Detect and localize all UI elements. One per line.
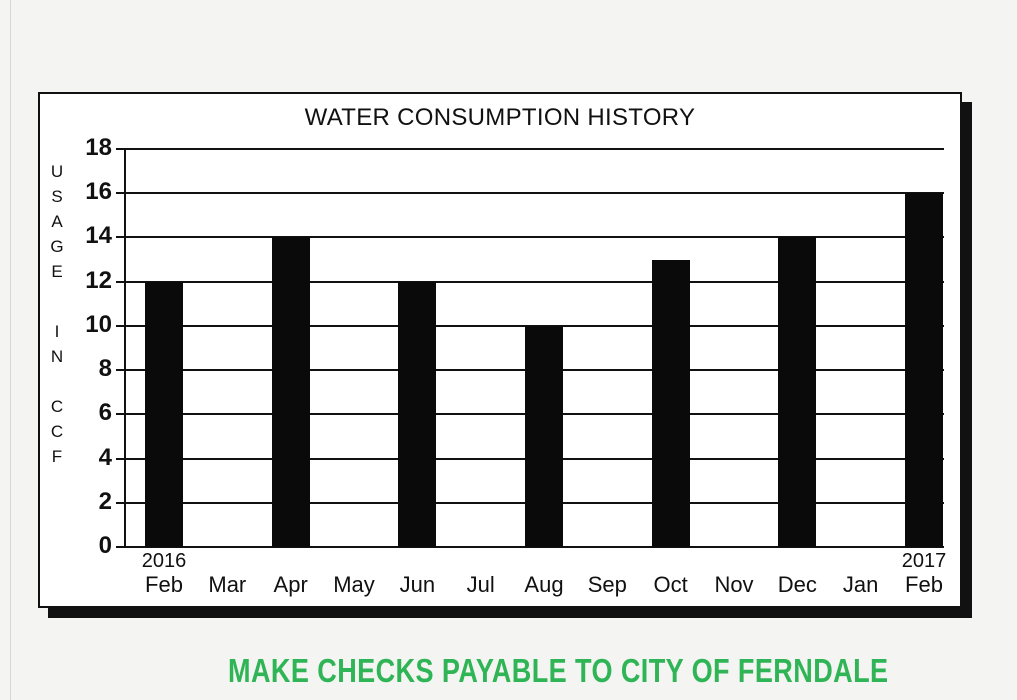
x-tick-label: Feb [905,572,943,597]
y-tick-label: 0 [98,532,112,559]
bar-aug-6 [525,325,563,547]
y-tick-label: 6 [98,399,112,427]
bar-feb-0 [145,281,183,547]
payment-note: MAKE CHECKS PAYABLE TO CITY OF FERNDALE [228,652,889,689]
y-axis-title-letter: N [50,347,64,366]
x-tick-label: Jun [399,572,436,597]
year-label: 2017 [901,550,947,572]
bar-jun-4 [398,281,437,547]
y-tick-label: 8 [98,355,112,383]
y-tick-label: 18 [85,134,112,161]
bar-oct-8 [651,259,690,547]
y-axis-line [124,149,126,547]
page-edge [10,0,11,700]
x-tick-label: Jan [842,572,879,597]
gridline [116,236,944,239]
x-tick-label: Feb [145,572,183,597]
y-axis-title-letter: U [50,162,64,181]
y-axis-title-letter: F [51,447,63,466]
y-axis-title-letter: I [54,322,60,341]
gridline [116,148,944,150]
x-axis-labels: Feb Mar Apr May Jun Jul Aug Sep Oct Nov Dec Jan Feb 2… [124,550,947,602]
x-tick-label: Oct [653,572,688,597]
x-tick-label: Mar [208,572,247,597]
x-tick-label: Jul [466,572,495,597]
year-label: 2016 [141,550,187,572]
y-axis-title-letter: A [51,212,63,231]
plot-area: 0 2 4 6 8 10 12 14 16 18 [85,134,944,559]
x-tick-label: Aug [524,572,564,597]
y-tick-label: 14 [85,222,112,250]
x-tick-label: Dec [777,572,817,597]
gridline [116,546,944,548]
gridline [116,192,944,195]
x-tick-label: Nov [714,572,754,597]
gridline [116,280,944,283]
chart-title: WATER CONSUMPTION HISTORY [304,104,696,131]
y-tick-label: 10 [85,310,112,338]
y-axis-title-letter: C [50,397,64,416]
bar-feb-12 [905,193,943,547]
bar-apr-2 [271,237,310,547]
bar-dec-10 [778,237,817,547]
y-axis-title-letter: C [50,422,64,441]
x-tick-label: Apr [273,572,308,597]
y-axis-title-letter: S [51,187,63,206]
y-tick-label: 4 [98,443,112,471]
y-tick-label: 16 [85,178,112,206]
gridline [116,324,944,327]
x-tick-label: May [333,572,375,597]
y-axis-title-letter: G [50,237,64,256]
y-tick-label: 12 [85,266,112,294]
y-tick-label: 2 [98,487,112,515]
y-axis-title-letter: E [51,262,63,281]
x-tick-label: Sep [587,572,627,597]
